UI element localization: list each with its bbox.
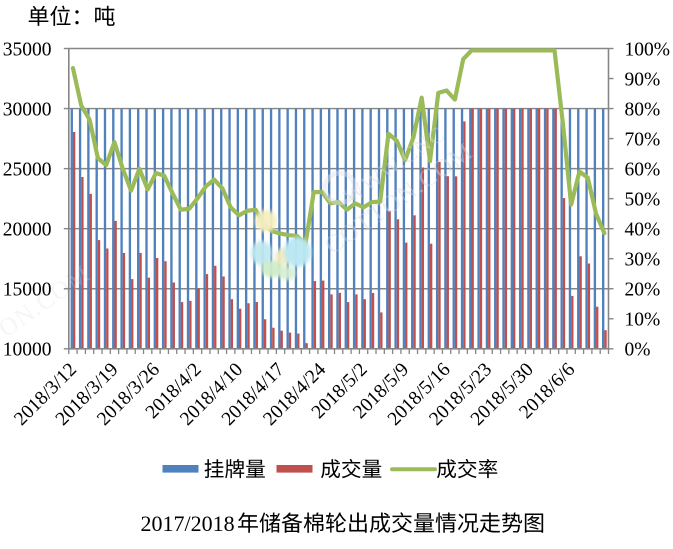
- svg-text:2017/2018: 2017/2018: [141, 511, 235, 536]
- svg-text:100%: 100%: [625, 39, 671, 60]
- svg-text:90%: 90%: [625, 69, 661, 90]
- svg-text:20%: 20%: [625, 280, 661, 301]
- svg-text:60%: 60%: [625, 159, 661, 180]
- svg-text:30%: 30%: [625, 250, 661, 271]
- svg-text:50%: 50%: [625, 189, 661, 210]
- svg-text:30000: 30000: [3, 99, 52, 120]
- svg-text:10000: 10000: [3, 340, 52, 361]
- svg-text:80%: 80%: [625, 99, 661, 120]
- svg-text:10%: 10%: [625, 310, 661, 331]
- svg-text:25000: 25000: [3, 159, 52, 180]
- svg-text:70%: 70%: [625, 129, 661, 150]
- svg-text:15000: 15000: [3, 280, 52, 301]
- svg-text:40%: 40%: [625, 219, 661, 240]
- svg-text:0%: 0%: [625, 340, 651, 361]
- svg-text:20000: 20000: [3, 219, 52, 240]
- svg-text:35000: 35000: [3, 39, 52, 60]
